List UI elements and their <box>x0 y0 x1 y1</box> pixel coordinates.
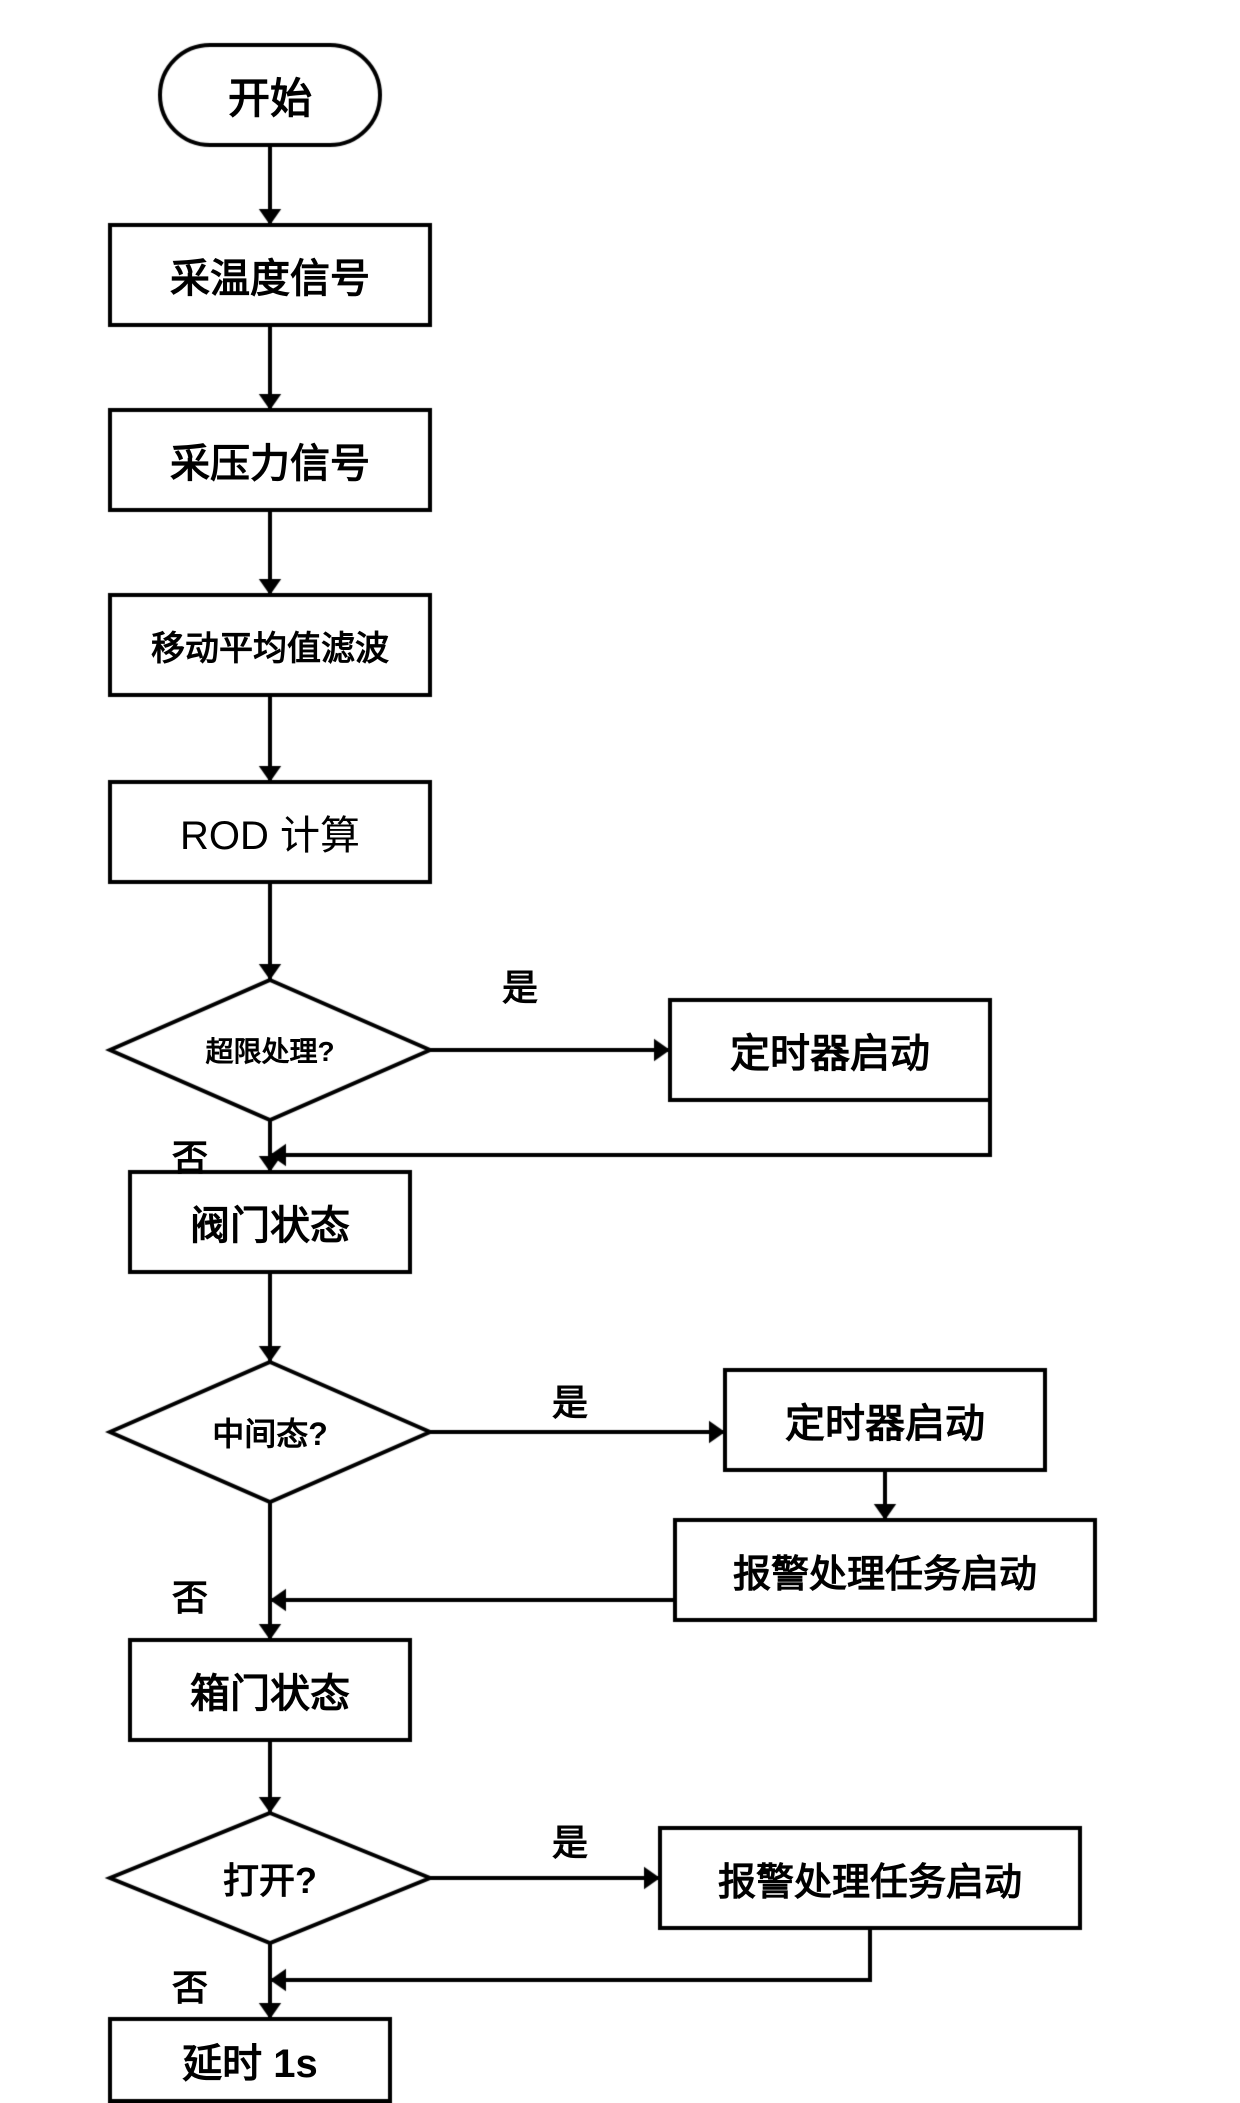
edge-label-14: 是 <box>540 1815 600 1865</box>
flow-node-d3: 打开? <box>110 1813 430 1943</box>
flow-node-press: 采压力信号 <box>110 410 430 510</box>
edge-label-16: 否 <box>160 1960 220 2010</box>
flow-node-door: 箱门状态 <box>130 1640 410 1740</box>
edge-label-7: 否 <box>160 1130 220 1180</box>
flow-node-temp: 采温度信号 <box>110 225 430 325</box>
flow-node-filter: 移动平均值滤波 <box>110 595 430 695</box>
edge-label-5: 是 <box>490 960 550 1010</box>
flow-node-start: 开始 <box>160 45 380 145</box>
flow-node-rod: ROD 计算 <box>110 782 430 882</box>
flow-node-d1: 超限处理? <box>110 980 430 1120</box>
edge-label-9: 是 <box>540 1375 600 1425</box>
flow-node-delay: 延时 1s <box>110 2019 390 2101</box>
flow-node-alarm2: 报警处理任务启动 <box>675 1520 1095 1620</box>
flow-node-timer2: 定时器启动 <box>725 1370 1045 1470</box>
edge-label-12: 否 <box>160 1570 220 1620</box>
flow-node-valve: 阀门状态 <box>130 1172 410 1272</box>
flow-node-alarm3: 报警处理任务启动 <box>660 1828 1080 1928</box>
flow-node-d2: 中间态? <box>110 1362 430 1502</box>
flow-node-timer1: 定时器启动 <box>670 1000 990 1100</box>
